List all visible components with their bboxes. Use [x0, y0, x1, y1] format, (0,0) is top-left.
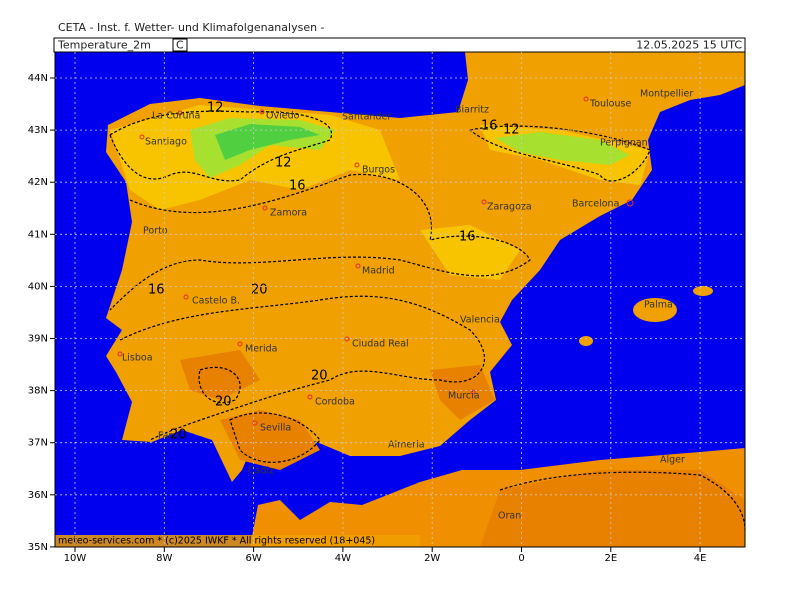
- city-markers: [117, 96, 634, 426]
- contour-label: 20: [311, 369, 328, 384]
- field-unit: C: [176, 39, 184, 52]
- lat-label: 36N: [28, 490, 48, 501]
- contour-label: 16: [459, 230, 476, 245]
- lon-label: 4E: [694, 553, 707, 564]
- city-dot: [354, 162, 360, 168]
- city-label: Oran: [498, 511, 521, 522]
- lon-label: 8W: [156, 553, 172, 564]
- contour-label: 12: [275, 156, 292, 171]
- city-dot: [139, 134, 145, 140]
- lon-label: 2E: [604, 553, 617, 564]
- city-label: Alger: [660, 455, 685, 466]
- axes: 44N 43N 42N 41N 40N 39N 38N 37N 36N 35N 10W 8W 6W 4W 2…: [28, 52, 745, 564]
- city-dot: [183, 294, 189, 300]
- city-label: Barcelona: [572, 199, 619, 210]
- city-label: Castelo B.: [192, 296, 240, 307]
- city-dot: [583, 96, 589, 102]
- city-label: Porto: [143, 226, 168, 237]
- city-label: La Coruña: [152, 111, 200, 122]
- lat-label: 43N: [28, 125, 48, 136]
- island-ibiza: [579, 336, 593, 346]
- city-label: Faro: [158, 431, 178, 442]
- city-label: Cordoba: [315, 397, 355, 408]
- city-dot: [344, 336, 350, 342]
- city-label: Biarritz: [455, 105, 489, 116]
- city-label: Madrid: [362, 266, 395, 277]
- contour-labels: 12 12 12 16 16 16 16 20 20 20 20: [148, 101, 520, 443]
- city-label: Merida: [245, 344, 277, 355]
- city-label: Murcia: [448, 391, 480, 402]
- map-frame: [54, 51, 746, 548]
- warm-patch: [180, 350, 745, 547]
- city-dot: [177, 110, 183, 116]
- map-area: [55, 52, 746, 547]
- city-dot: [307, 394, 313, 400]
- island-menorca: [693, 286, 713, 296]
- contour-label: 16: [289, 179, 306, 194]
- city-label: Palma: [644, 300, 673, 311]
- field-name: Temperature_2m: [57, 39, 151, 52]
- footer-box: [55, 535, 420, 547]
- city-label: Sevilla: [260, 423, 291, 434]
- city-label: Burgos: [362, 165, 395, 176]
- city-dot: [355, 263, 361, 269]
- city-label: Perpignan: [600, 138, 648, 149]
- contour-label: 20: [251, 283, 268, 298]
- lon-label: 10W: [64, 553, 87, 564]
- city-label: Ciudad Real: [352, 339, 409, 350]
- lat-label: 39N: [28, 334, 48, 345]
- city-dot: [252, 420, 258, 426]
- city-dot: [626, 199, 634, 207]
- city-dot: [262, 205, 268, 211]
- city-dot: [481, 199, 487, 205]
- city-label: Lisboa: [122, 353, 153, 364]
- city-labels: La Coruña Oviedo Santander Biarritz Toul…: [122, 89, 693, 522]
- city-dot: [237, 341, 243, 347]
- city-label: Toulouse: [589, 99, 631, 110]
- lon-label: 4W: [335, 553, 351, 564]
- contour-label: 12: [207, 101, 224, 116]
- city-label: Montpellier: [640, 89, 693, 100]
- city-label: Zaragoza: [487, 202, 532, 213]
- coldest-patch: [215, 124, 320, 160]
- city-label: Almeria: [388, 440, 425, 451]
- contours: [109, 110, 746, 531]
- lon-label: 0: [518, 553, 524, 564]
- city-label: Santander: [342, 112, 391, 123]
- lat-label: 40N: [28, 281, 48, 292]
- unit-box: [172, 38, 188, 52]
- city-label: Cadiz: [248, 466, 274, 477]
- city-label: Valencia: [460, 315, 500, 326]
- lat-label: 38N: [28, 386, 48, 397]
- contour-label: 20: [170, 428, 187, 443]
- lat-label: 44N: [28, 73, 48, 84]
- lon-label: 6W: [245, 553, 261, 564]
- city-label: Oviedo: [266, 111, 300, 122]
- lon-label: 2W: [424, 553, 440, 564]
- lat-label: 35N: [28, 542, 48, 553]
- city-label: Zamora: [270, 208, 307, 219]
- contour-label: 16: [148, 283, 165, 298]
- city-dot: [117, 351, 123, 357]
- lat-label: 37N: [28, 438, 48, 449]
- header-title: CETA - Inst. f. Wetter- und Klimafolgena…: [58, 21, 325, 34]
- datetime: 12.05.2025 15 UTC: [636, 39, 742, 52]
- island-mallorca: [633, 298, 677, 322]
- city-dot: [259, 109, 265, 115]
- lat-label: 41N: [28, 229, 48, 240]
- city-label: Santiago: [145, 137, 187, 148]
- footer: meteo-services.com * (c)2025 IWKF * All …: [58, 536, 375, 547]
- city-dot: [470, 389, 476, 395]
- contour-label: 20: [215, 395, 232, 410]
- lat-label: 42N: [28, 177, 48, 188]
- contour-label: 16: [481, 119, 498, 134]
